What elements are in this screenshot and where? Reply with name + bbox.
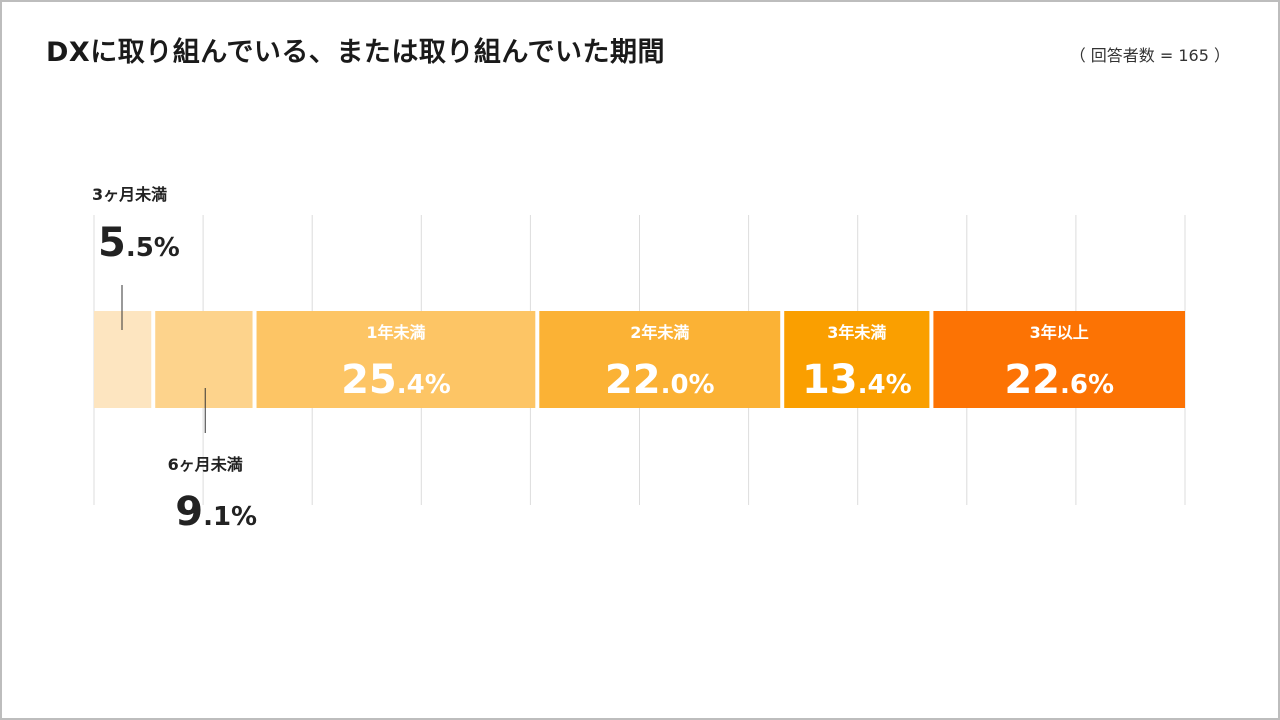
segment-6-value-int: 22 [1004,357,1060,403]
page-title: DXに取り組んでいる、または取り組んでいた期間 [46,37,666,68]
segment-6-bar [933,311,1185,408]
segment-1-value-int: 5 [98,220,126,266]
segment-3-value-frac: .4% [397,370,451,400]
segment-2-label: 6ヶ月未満 [168,455,243,474]
segment-4-value-int: 22 [605,357,661,403]
segment-3-value: 25.4% [341,357,451,403]
segment-1-bar [94,311,152,408]
segment-4-value: 22.0% [605,357,715,403]
sample-size-note: （ 回答者数 = 165 ） [1069,46,1230,65]
data-labels: 3ヶ月未満5.5%6ヶ月未満9.1%1年未満25.4%2年未満22.0%3年未満… [92,185,1114,535]
segment-4-value-frac: .0% [661,370,715,400]
segment-3-value-int: 25 [341,357,397,403]
segment-1-value: 5.5% [98,220,180,266]
segment-6-value: 22.6% [1004,357,1114,403]
segment-4-bar [539,311,781,408]
segment-5-value-frac: .4% [858,370,912,400]
segment-1-label: 3ヶ月未満 [92,185,167,204]
segment-3-bar [256,311,536,408]
segment-2-value-int: 9 [175,489,203,535]
segment-3-label: 1年未満 [366,323,425,342]
segment-2-value-frac: .1% [203,502,257,532]
segment-6-label: 3年以上 [1030,323,1089,342]
segment-5-label: 3年未満 [827,323,886,342]
segment-4-label: 2年未満 [630,323,689,342]
segment-2-value: 9.1% [175,489,257,535]
bar-segments [94,311,1185,408]
segment-1-value-frac: .5% [126,233,180,263]
segment-5-bar [784,311,930,408]
segment-5-value-int: 13 [802,357,858,403]
segment-6-value-frac: .6% [1060,370,1114,400]
segment-5-value: 13.4% [802,357,912,403]
segment-2-bar [155,311,253,408]
